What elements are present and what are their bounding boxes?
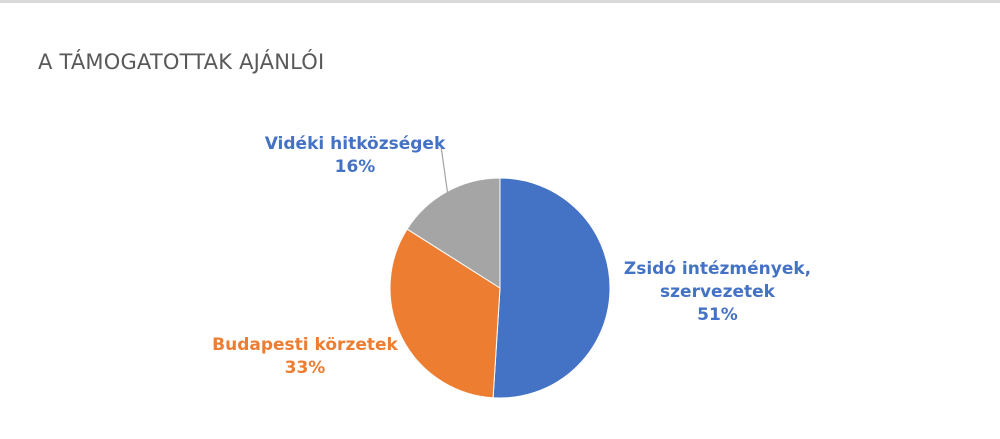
label-zsido-line1: Zsidó intézmények, — [623, 259, 812, 279]
slice-budapesti — [389, 228, 501, 399]
label-zsido: Zsidó intézmények, szervezetek 51% — [615, 258, 820, 327]
label-zsido-pct: 51% — [697, 305, 738, 325]
label-videki-line1: Vidéki hitközségek — [264, 134, 446, 154]
label-videki: Vidéki hitközségek 16% — [260, 133, 450, 179]
top-border — [0, 0, 1000, 3]
label-zsido-line2: szervezetek — [660, 282, 775, 302]
label-videki-pct: 16% — [334, 157, 376, 177]
label-budapesti-line1: Budapesti körzetek — [212, 335, 398, 355]
leader-line — [440, 145, 449, 197]
label-budapesti: Budapesti körzetek 33% — [205, 334, 405, 380]
chart-title: A TÁMOGATOTTAK AJÁNLÓI — [38, 50, 325, 74]
label-budapesti-pct: 33% — [284, 358, 326, 378]
slice-zsido — [492, 177, 611, 399]
